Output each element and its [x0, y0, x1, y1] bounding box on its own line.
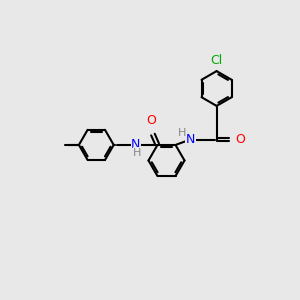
Text: H: H	[178, 128, 186, 138]
Text: N: N	[131, 138, 141, 152]
Text: N: N	[186, 133, 195, 146]
Text: H: H	[133, 148, 142, 158]
Text: O: O	[236, 133, 245, 146]
Text: Cl: Cl	[211, 55, 223, 68]
Text: O: O	[146, 114, 156, 127]
